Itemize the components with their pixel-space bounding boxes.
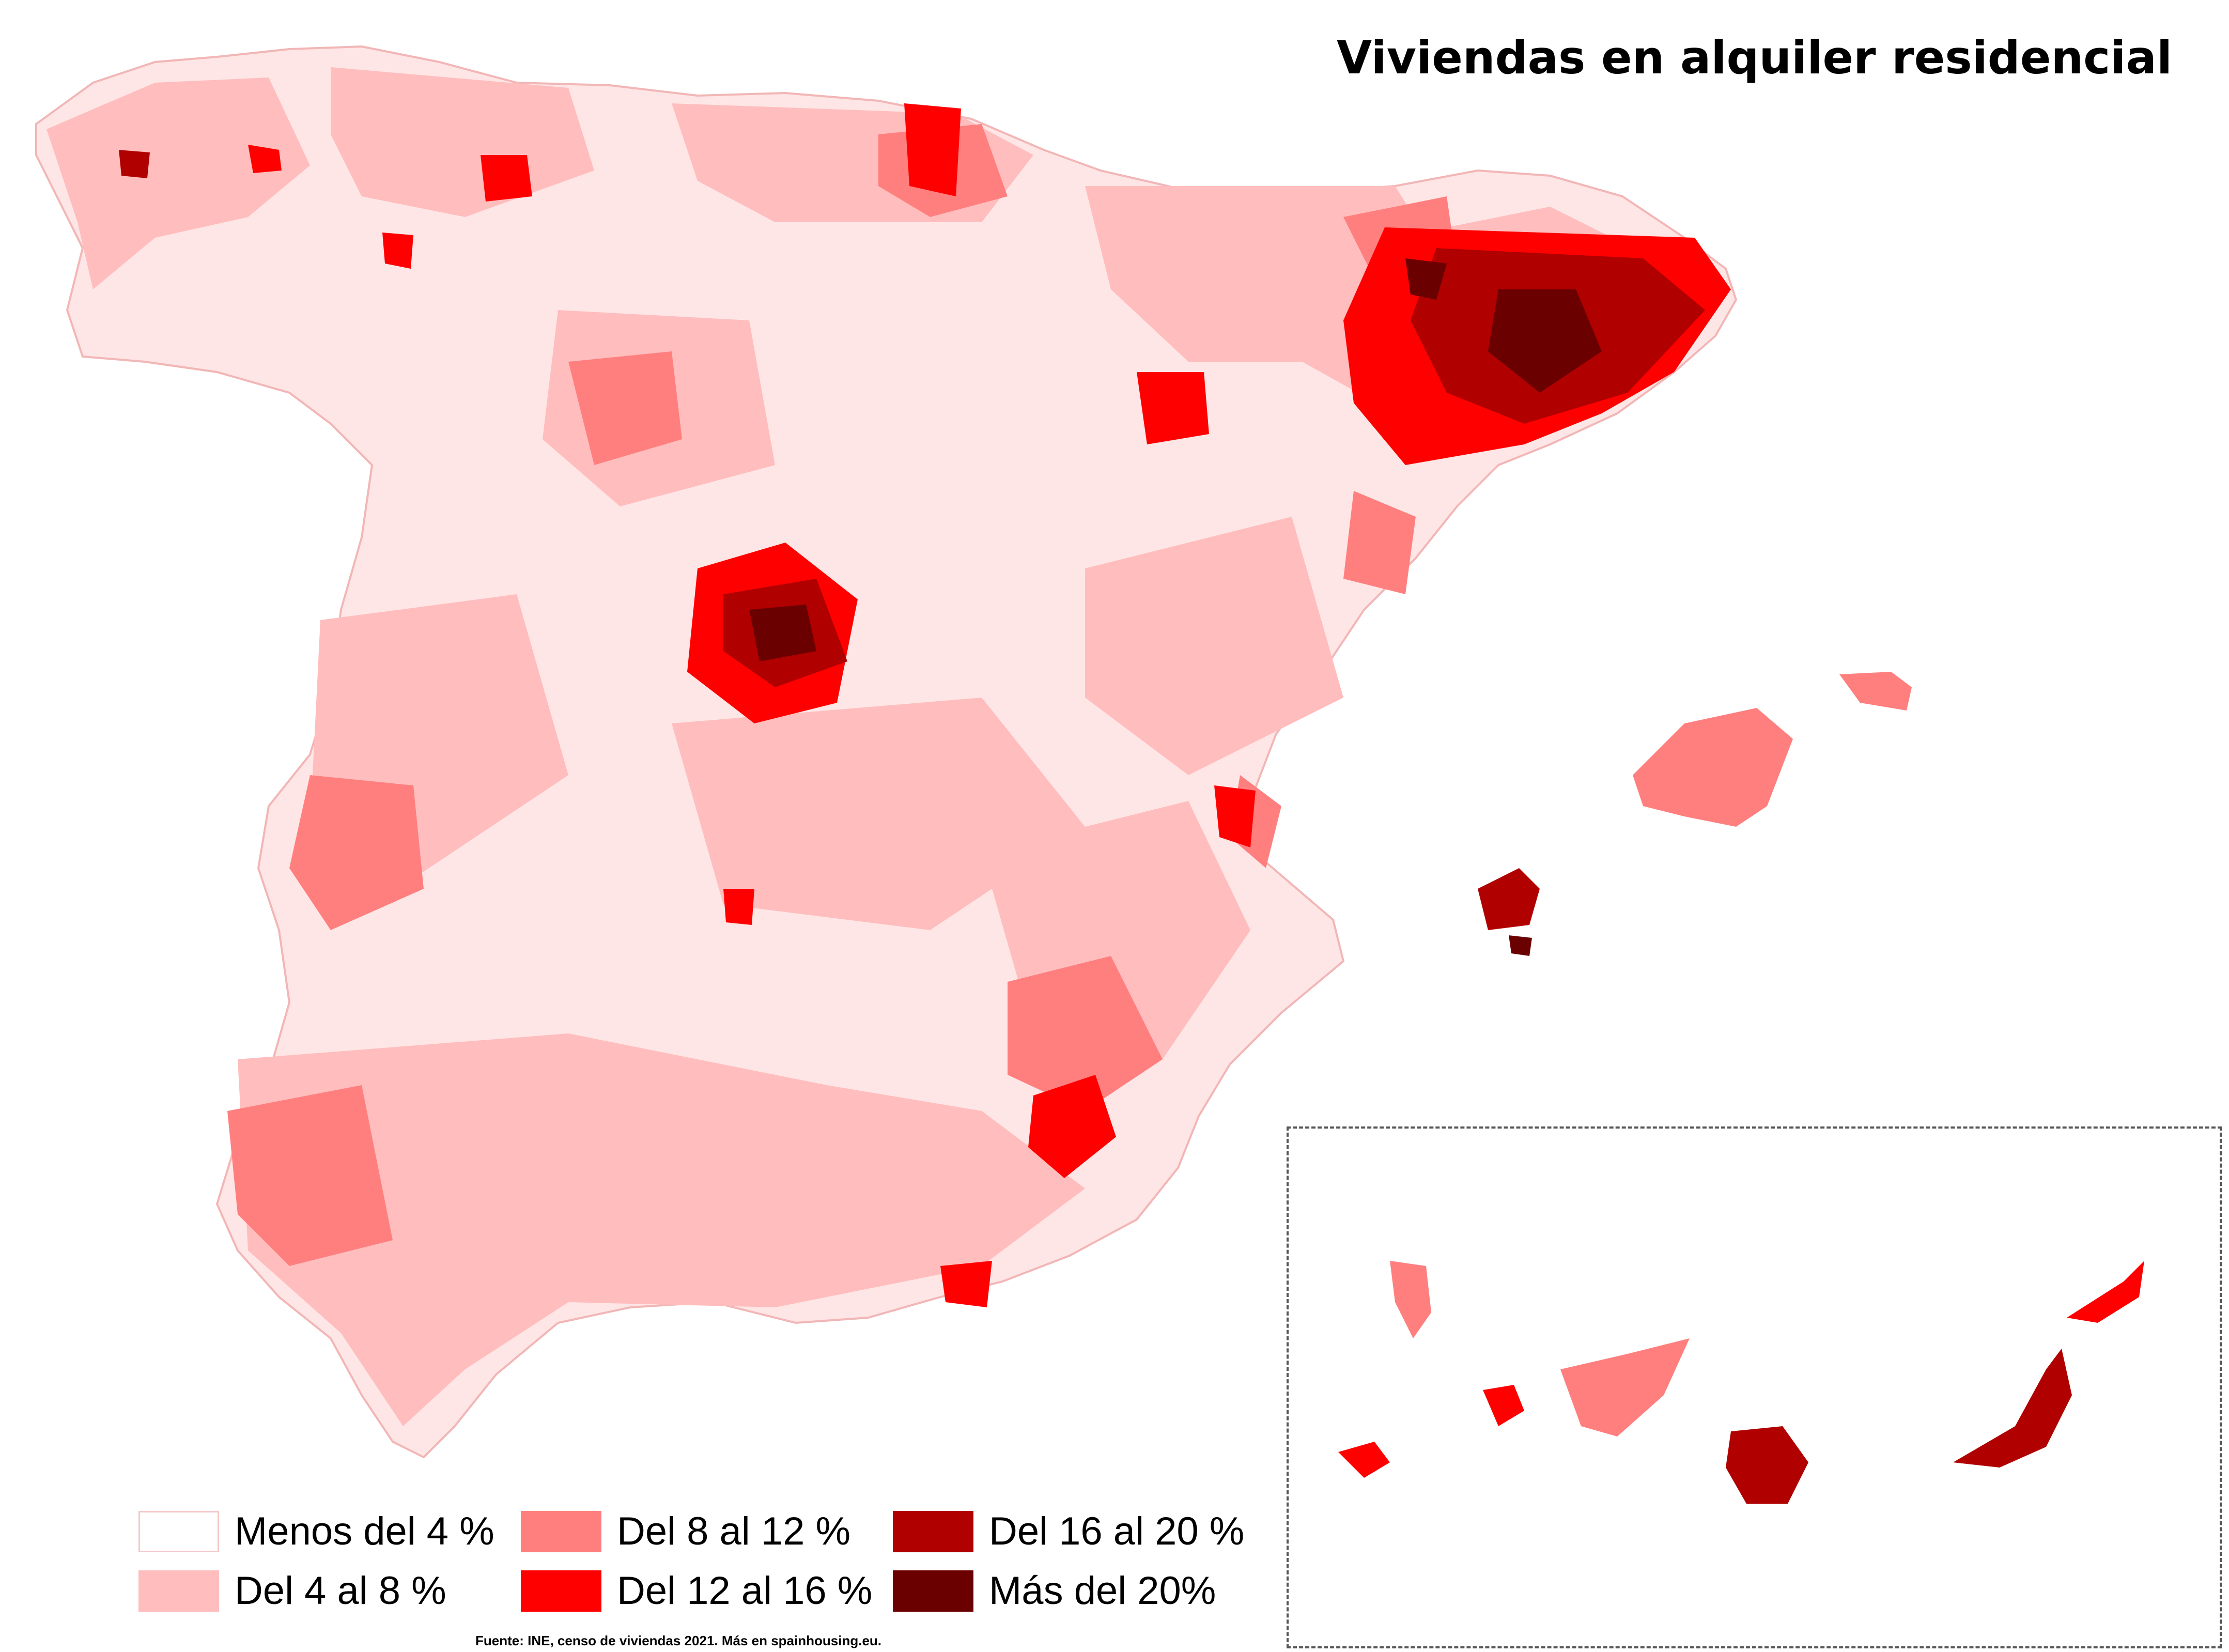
island-la-gomera	[1483, 1385, 1524, 1426]
legend-label: Del 8 al 12 %	[617, 1509, 851, 1553]
island-la-palma	[1390, 1261, 1431, 1338]
legend-item: Del 12 al 16 %	[521, 1568, 872, 1613]
island-mallorca	[1633, 708, 1793, 827]
legend-swatch	[138, 1510, 219, 1552]
island-el-hierro	[1338, 1442, 1390, 1478]
map-title: Viviendas en alquiler residencial	[1337, 31, 2172, 84]
island-lanzarote	[2067, 1261, 2144, 1323]
legend-label: Más del 20%	[989, 1569, 1216, 1613]
legend-label: Del 4 al 8 %	[235, 1569, 446, 1613]
legend-swatch	[521, 1570, 601, 1612]
canary-inset-frame	[1287, 1126, 2222, 1648]
legend-item: Del 4 al 8 %	[138, 1568, 446, 1613]
island-ibiza	[1478, 868, 1540, 930]
legend-swatch	[893, 1570, 973, 1612]
canary-islands	[1338, 1261, 2144, 1504]
legend-label: Del 12 al 16 %	[617, 1569, 873, 1613]
source-note: Fuente: INE, censo de viviendas 2021. Má…	[475, 1633, 882, 1648]
legend-label: Del 16 al 20 %	[989, 1509, 1245, 1553]
legend-item: Del 16 al 20 %	[893, 1509, 1244, 1554]
class-over-20-regions	[749, 258, 1602, 661]
legend-swatch	[893, 1510, 973, 1552]
legend-swatch	[521, 1510, 601, 1552]
island-menorca	[1839, 672, 1912, 711]
legend-item: Más del 20%	[893, 1568, 1216, 1613]
legend-item: Menos del 4 %	[138, 1509, 494, 1554]
legend-swatch	[138, 1570, 219, 1612]
island-gran-canaria	[1726, 1426, 1808, 1504]
island-formentera	[1509, 935, 1532, 956]
island-tenerife	[1560, 1338, 1690, 1437]
island-fuerteventura	[1953, 1349, 2072, 1468]
legend-item: Del 8 al 12 %	[521, 1509, 850, 1554]
legend-label: Menos del 4 %	[235, 1509, 494, 1553]
